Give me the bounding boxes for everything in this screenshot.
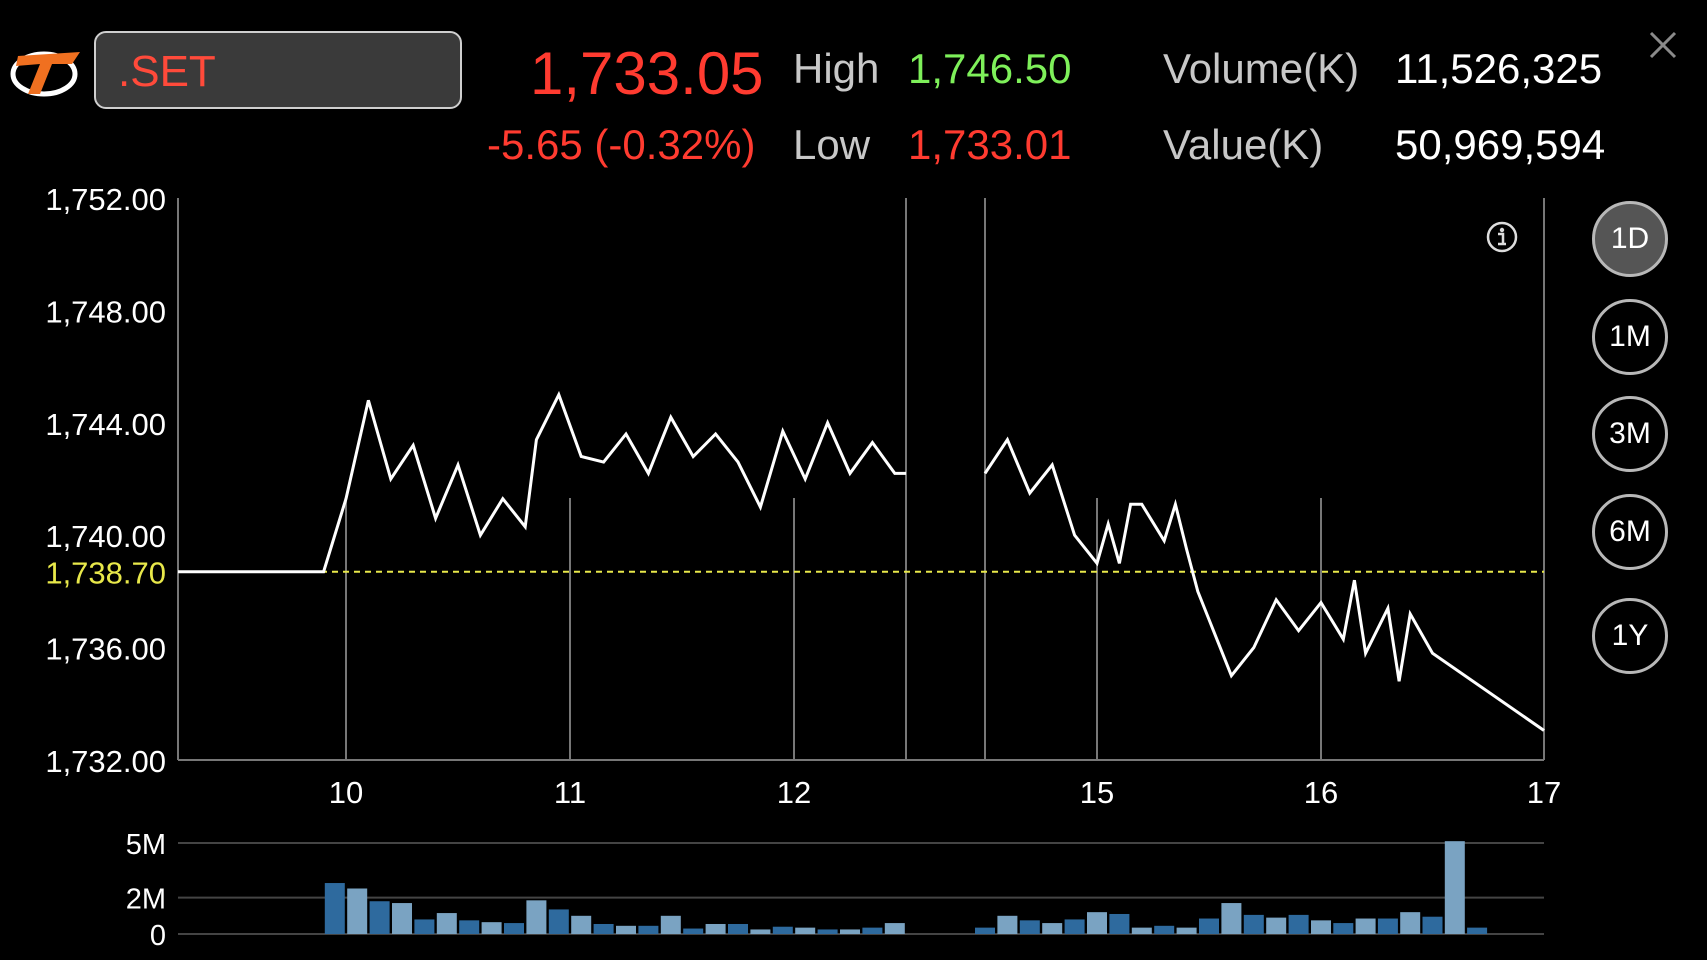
volume-bar xyxy=(1199,918,1219,934)
volume-bar xyxy=(392,903,412,934)
volume-bar xyxy=(1064,919,1085,934)
range-label-3m: 3M xyxy=(1609,417,1651,450)
volume-bar xyxy=(414,919,435,934)
volume-bar xyxy=(369,901,390,934)
volume-y-tick-label: 5M xyxy=(126,829,166,861)
volume-bar xyxy=(1377,918,1398,934)
volume-bar xyxy=(526,900,547,934)
volume-bar xyxy=(1243,914,1264,934)
volume-bar xyxy=(728,923,748,934)
price-line-morning xyxy=(178,390,906,574)
volume-bar xyxy=(436,913,457,934)
y-tick-label: 1,740.00 xyxy=(45,519,166,554)
y-tick-label: 1,748.00 xyxy=(45,294,166,329)
volume-bar xyxy=(1288,914,1309,934)
previous-close-label: 1,738.70 xyxy=(45,556,166,591)
volume-bar xyxy=(1355,918,1376,934)
volume-bar xyxy=(1333,923,1354,934)
volume-value: 11,526,325 xyxy=(1395,45,1603,92)
volume-bar xyxy=(1311,920,1331,934)
volume-bar xyxy=(1221,903,1242,934)
volume-bar xyxy=(548,909,569,934)
price-change: -5.65 (-0.32%) xyxy=(487,121,756,168)
volume-bar xyxy=(660,915,681,934)
volume-bar xyxy=(772,926,793,934)
volume-bar xyxy=(1444,841,1465,934)
range-button-6m[interactable]: 6M xyxy=(1592,494,1668,570)
y-tick-label: 1,736.00 xyxy=(45,632,166,667)
volume-bar xyxy=(571,915,592,934)
volume-bar xyxy=(1087,912,1107,934)
volume-bar xyxy=(481,922,502,934)
x-tick-label: 12 xyxy=(777,775,811,810)
y-tick-label: 1,732.00 xyxy=(45,744,166,779)
volume-bar xyxy=(1422,916,1443,934)
price-line-afternoon xyxy=(983,436,1545,732)
symbol-search-box[interactable]: .SET xyxy=(94,31,462,109)
volume-bar xyxy=(1042,923,1063,934)
value-value: 50,969,594 xyxy=(1395,121,1606,168)
volume-y-tick-label: 2M xyxy=(126,884,166,916)
range-label-1m: 1M xyxy=(1609,320,1651,353)
high-label: High xyxy=(793,45,880,92)
volume-bar xyxy=(750,929,771,934)
volume-bar xyxy=(1467,927,1488,934)
volume-bar xyxy=(840,929,860,934)
low-value: 1,733.01 xyxy=(908,121,1072,168)
y-tick-label: 1,744.00 xyxy=(45,407,166,442)
volume-bar xyxy=(997,915,1018,934)
volume-bar xyxy=(884,923,905,934)
volume-bar xyxy=(862,927,883,934)
volume-bar xyxy=(817,929,838,934)
range-button-1d[interactable]: 1D xyxy=(1592,201,1668,277)
symbol-text: .SET xyxy=(118,47,216,96)
volume-label: Volume(K) xyxy=(1163,45,1360,92)
info-icon[interactable] xyxy=(1485,220,1519,254)
volume-bar xyxy=(975,927,995,934)
app-logo xyxy=(10,51,80,97)
volume-bar xyxy=(1019,920,1040,934)
range-label-1y: 1Y xyxy=(1611,619,1649,652)
x-tick-label: 11 xyxy=(554,775,586,810)
x-tick-label: 10 xyxy=(329,775,363,810)
volume-bar xyxy=(324,883,345,934)
high-value: 1,746.50 xyxy=(908,45,1072,92)
volume-bar xyxy=(1154,925,1175,934)
range-button-3m[interactable]: 3M xyxy=(1592,396,1668,472)
range-button-1y[interactable]: 1Y xyxy=(1592,598,1668,674)
x-tick-label: 16 xyxy=(1304,775,1338,810)
volume-bar xyxy=(638,925,659,934)
low-label: Low xyxy=(793,121,871,168)
volume-y-tick-label: 0 xyxy=(150,920,166,952)
y-tick-label: 1,752.00 xyxy=(45,182,166,217)
volume-bar xyxy=(347,888,368,934)
close-icon[interactable] xyxy=(1648,30,1678,60)
volume-bar xyxy=(1266,917,1287,934)
volume-bar xyxy=(504,923,524,934)
range-button-1m[interactable]: 1M xyxy=(1592,299,1668,375)
volume-bar xyxy=(593,923,614,934)
range-label-1d: 1D xyxy=(1610,222,1650,255)
volume-bar xyxy=(616,925,636,934)
volume-bar xyxy=(795,927,816,934)
volume-bar xyxy=(459,920,480,934)
value-label: Value(K) xyxy=(1163,121,1324,168)
volume-bar xyxy=(705,923,726,934)
last-price: 1,733.05 xyxy=(530,40,764,107)
x-tick-label: 15 xyxy=(1080,775,1114,810)
volume-bar xyxy=(683,928,704,934)
volume-bar xyxy=(1109,913,1130,934)
range-label-6m: 6M xyxy=(1609,515,1651,548)
volume-bar xyxy=(1176,927,1197,934)
volume-bar xyxy=(1400,912,1421,934)
x-tick-label: 17 xyxy=(1527,775,1561,810)
volume-bar xyxy=(1131,927,1152,934)
